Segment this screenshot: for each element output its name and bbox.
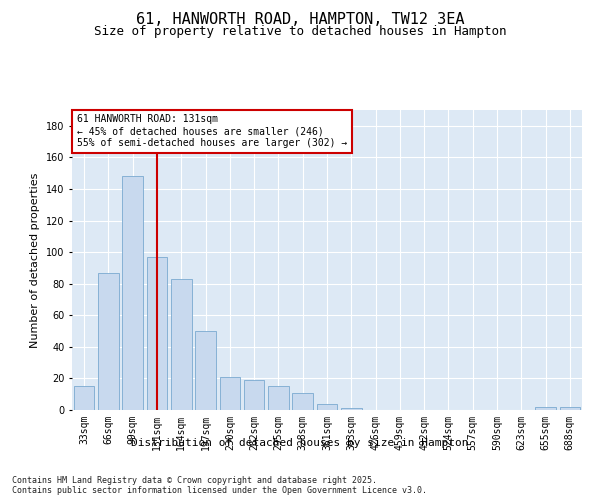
- Text: Distribution of detached houses by size in Hampton: Distribution of detached houses by size …: [131, 438, 469, 448]
- Text: 61 HANWORTH ROAD: 131sqm
← 45% of detached houses are smaller (246)
55% of semi-: 61 HANWORTH ROAD: 131sqm ← 45% of detach…: [77, 114, 347, 148]
- Bar: [317, 404, 337, 410]
- Text: 61, HANWORTH ROAD, HAMPTON, TW12 3EA: 61, HANWORTH ROAD, HAMPTON, TW12 3EA: [136, 12, 464, 28]
- Bar: [220, 377, 240, 410]
- Y-axis label: Number of detached properties: Number of detached properties: [31, 172, 40, 348]
- Bar: [195, 331, 216, 410]
- Bar: [268, 386, 289, 410]
- Bar: [122, 176, 143, 410]
- Bar: [98, 272, 119, 410]
- Bar: [74, 386, 94, 410]
- Bar: [341, 408, 362, 410]
- Bar: [535, 407, 556, 410]
- Text: Contains HM Land Registry data © Crown copyright and database right 2025.
Contai: Contains HM Land Registry data © Crown c…: [12, 476, 427, 495]
- Text: Size of property relative to detached houses in Hampton: Size of property relative to detached ho…: [94, 25, 506, 38]
- Bar: [292, 392, 313, 410]
- Bar: [244, 380, 265, 410]
- Bar: [171, 279, 191, 410]
- Bar: [560, 407, 580, 410]
- Bar: [146, 257, 167, 410]
